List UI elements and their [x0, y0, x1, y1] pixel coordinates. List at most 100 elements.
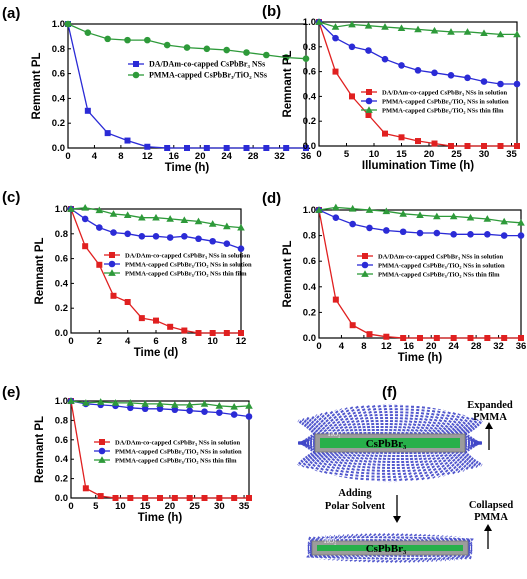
- data-point: [230, 403, 238, 410]
- polymer-chain: [382, 403, 389, 435]
- data-point: [166, 234, 174, 241]
- polymer-chain: [341, 534, 348, 542]
- x-tick-label: 8: [182, 336, 187, 347]
- polymer-chain: [386, 533, 391, 542]
- data-point: [497, 143, 504, 149]
- core-label: CsPbBr₃: [366, 438, 407, 450]
- legend-marker: [366, 89, 372, 95]
- data-point: [414, 67, 422, 74]
- x-tick-label: 0: [316, 149, 321, 160]
- polymer-chain: [437, 535, 444, 543]
- chart-panel-c: (c) 0 2 4 6 8 10 12 0.0 0.2 0.4 0.6 0.8 1.0 Time (d) Re…: [2, 189, 252, 359]
- data-point: [180, 216, 189, 224]
- polymer-chain: [353, 553, 360, 562]
- data-point: [82, 399, 90, 406]
- y-tick-label: 0.6: [52, 69, 65, 80]
- y-tick-label: 0.6: [55, 435, 68, 446]
- legend-marker: [365, 97, 373, 105]
- polymer-chain: [346, 533, 352, 542]
- y-tick-label: 1.0: [55, 396, 68, 407]
- polymer-chain: [297, 450, 316, 467]
- legend: DA/DAm-co-capped CsPbBr₃ NSs in solution…: [361, 89, 509, 115]
- data-point: [209, 330, 216, 336]
- data-point: [223, 46, 230, 54]
- x-tick-label: 4: [125, 336, 131, 347]
- polymer-chain: [309, 450, 329, 471]
- data-point: [138, 232, 146, 240]
- polymer-chain: [441, 535, 448, 543]
- data-point: [484, 335, 491, 341]
- data-point: [415, 138, 421, 145]
- polymer-chain: [426, 408, 441, 435]
- data-point: [481, 143, 487, 149]
- polymer-chain: [464, 440, 481, 454]
- polymer-chain: [388, 403, 393, 435]
- polymer-chain: [333, 534, 340, 542]
- polymer-chain: [415, 554, 421, 563]
- data-point: [245, 402, 253, 409]
- data-point: [223, 222, 231, 230]
- polymer-chain: [299, 440, 316, 454]
- x-axis-label: Time (h): [138, 512, 183, 524]
- data-point: [349, 322, 356, 329]
- x-tick-label: 20: [165, 501, 176, 512]
- legend-entry: DA/DAm-co-capped CsPbBr₃ NSs in solution: [115, 440, 240, 447]
- data-point: [513, 30, 521, 38]
- y-axis-label: Remnant PL: [34, 237, 46, 304]
- polymer-chain: [400, 451, 409, 482]
- polymer-chain: [467, 541, 473, 547]
- y-axis-label: Remnant PL: [34, 416, 46, 483]
- x-tick-label: 35: [239, 501, 250, 512]
- chart-panel-a: (a) 0 4 8 12 16 20 24 28 32 36 0.0 0.2 0.4 0.6 0.8 1.0 Ti…: [2, 5, 311, 174]
- core-label-bottom: CsPbBr₃: [366, 543, 407, 555]
- data-point: [398, 134, 405, 141]
- polymer-chain: [380, 553, 385, 563]
- y-tick-label: 0.4: [55, 454, 69, 465]
- x-tick-label: 12: [142, 151, 153, 162]
- transition-label-solvent: Polar Solvent: [325, 501, 386, 512]
- polymer-chain: [412, 533, 418, 543]
- series-line: [318, 21, 517, 147]
- data-point: [414, 25, 422, 33]
- polymer-chain: [467, 549, 473, 555]
- polymer-chain: [393, 554, 398, 563]
- x-tick-label: 12: [236, 336, 247, 347]
- data-point: [448, 143, 454, 149]
- legend-marker: [109, 252, 115, 258]
- legend-marker: [361, 270, 369, 277]
- data-point: [480, 78, 488, 85]
- data-point: [183, 44, 191, 51]
- data-point: [467, 231, 474, 238]
- polymer-chain: [355, 533, 361, 542]
- data-point: [64, 20, 72, 28]
- data-point: [111, 399, 120, 406]
- polymer-chain: [406, 554, 412, 563]
- polymer-chain: [349, 553, 356, 562]
- y-tick-label: 0.0: [55, 328, 68, 339]
- polymer-chain: [403, 533, 409, 543]
- x-tick-label: 36: [516, 341, 527, 352]
- data-point: [302, 55, 310, 63]
- data-point: [201, 408, 208, 415]
- polymer-chain: [423, 554, 430, 563]
- data-point: [181, 327, 188, 334]
- polymer-chain: [395, 533, 400, 543]
- data-point: [186, 407, 193, 415]
- y-tick-label: 0.8: [303, 231, 316, 242]
- data-point: [243, 49, 250, 56]
- polymer-chain: [401, 404, 409, 435]
- x-tick-label: 0: [316, 341, 321, 352]
- x-tick-label: 24: [221, 151, 232, 162]
- polymer-chain: [350, 533, 357, 542]
- polymer-chain: [433, 534, 440, 543]
- data-point: [349, 93, 355, 100]
- polymer-chain: [430, 451, 446, 477]
- y-tick-label: 0.2: [52, 118, 65, 129]
- data-point: [141, 405, 149, 413]
- data-point: [124, 230, 131, 238]
- data-point: [383, 227, 390, 234]
- transition-arrow-head: [393, 516, 401, 523]
- polymer-chain: [340, 553, 347, 562]
- data-point: [81, 215, 89, 223]
- x-tick-label: 10: [207, 336, 218, 347]
